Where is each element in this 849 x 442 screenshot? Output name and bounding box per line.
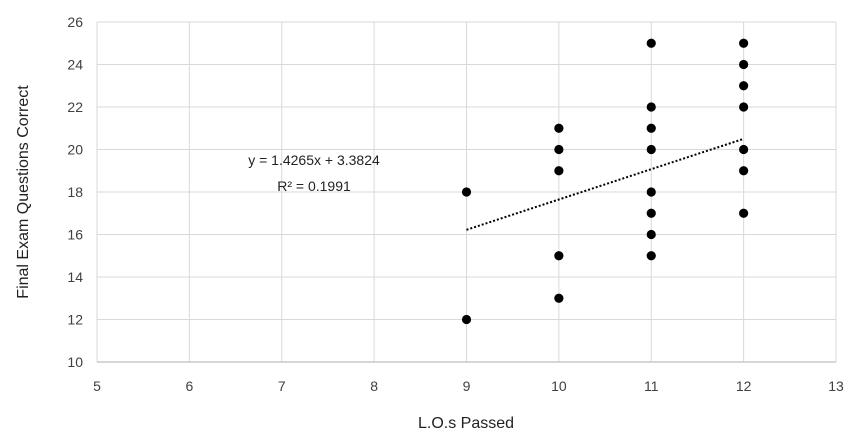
y-tick-label: 18	[67, 184, 83, 200]
y-tick-label: 22	[67, 99, 83, 115]
data-point	[739, 166, 749, 176]
x-tick-label: 8	[370, 378, 378, 394]
x-tick-label: 13	[828, 378, 844, 394]
data-point	[646, 251, 656, 261]
y-tick-label: 14	[67, 269, 83, 285]
data-point	[646, 187, 656, 197]
data-point	[554, 251, 564, 261]
data-point	[739, 81, 749, 91]
x-tick-label: 10	[551, 378, 567, 394]
data-point	[739, 59, 749, 70]
trendline	[466, 137, 744, 231]
x-tick-label: 7	[278, 378, 286, 394]
y-tick-label: 20	[67, 142, 83, 158]
data-point	[554, 123, 564, 133]
data-point	[646, 144, 656, 155]
y-axis-title: Final Exam Questions Correct	[15, 85, 32, 299]
y-tick-label: 10	[67, 354, 83, 370]
trendline-group	[466, 137, 744, 231]
y-tick-label: 12	[67, 312, 83, 328]
data-point	[554, 166, 564, 176]
x-tick-label: 11	[644, 378, 659, 394]
data-point	[739, 102, 749, 112]
data-point	[646, 229, 656, 240]
data-point	[739, 38, 749, 48]
data-point	[646, 123, 656, 133]
data-points	[461, 38, 749, 325]
data-point	[461, 187, 472, 197]
trendline-r-squared: R² = 0.1991	[277, 178, 351, 194]
x-axis-title: L.O.s Passed	[418, 415, 514, 432]
x-tick-label: 9	[463, 378, 471, 394]
data-point	[739, 208, 749, 218]
x-tick-label: 6	[185, 378, 193, 394]
y-tick-label: 24	[67, 57, 83, 73]
x-tick-label: 5	[93, 378, 101, 394]
x-tick-label: 12	[736, 378, 752, 394]
tick-labels: 10 12 14 16 18 20 22 24 26 5 6 7 8 9 10 11 12 13	[67, 14, 844, 394]
trendline-equation: y = 1.4265x + 3.3824	[248, 152, 380, 168]
y-tick-label: 26	[67, 14, 83, 30]
data-point	[646, 38, 656, 48]
data-point	[646, 208, 656, 218]
data-point	[646, 102, 656, 112]
data-point	[554, 144, 564, 155]
data-point	[739, 144, 749, 155]
data-point	[461, 314, 472, 325]
y-tick-label: 16	[67, 227, 83, 243]
data-point	[554, 293, 564, 303]
